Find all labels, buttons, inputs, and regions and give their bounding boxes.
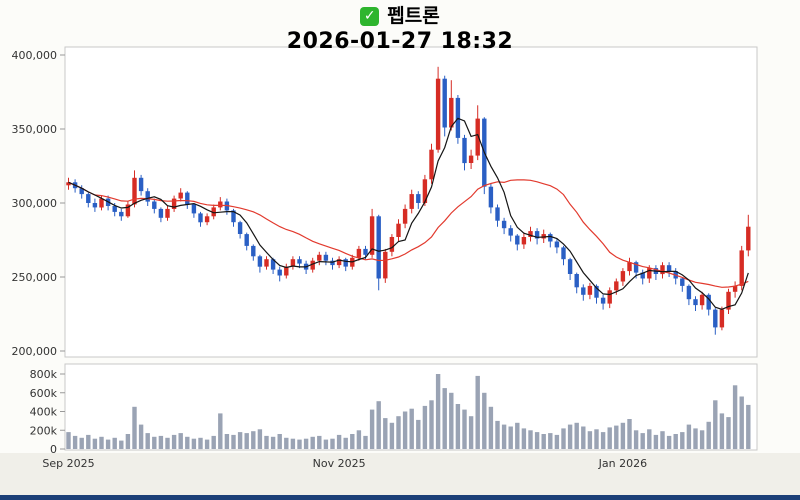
footer-strip bbox=[0, 453, 800, 500]
x-tick-label: Sep 2025 bbox=[42, 457, 94, 470]
price-tick-label: 350,000 bbox=[12, 123, 58, 136]
price-tick-label: 250,000 bbox=[12, 271, 58, 284]
stock-name: 펩트론 bbox=[387, 5, 440, 27]
volume-tick-label: 0 bbox=[50, 443, 57, 456]
price-tick-label: 200,000 bbox=[12, 345, 58, 358]
volume-tick-label: 400k bbox=[30, 406, 58, 419]
title-row: ✓ 펩트론 bbox=[0, 4, 800, 28]
ma-line-ma20 bbox=[68, 179, 749, 288]
x-tick-label: Nov 2025 bbox=[313, 457, 366, 470]
price-tick-label: 300,000 bbox=[12, 197, 58, 210]
volume-bars bbox=[66, 374, 751, 450]
x-tick-label: Jan 2026 bbox=[598, 457, 647, 470]
chart-header: ✓ 펩트론 2026-01-27 18:32 bbox=[0, 4, 800, 54]
volume-tick-label: 600k bbox=[30, 387, 58, 400]
volume-tick-label: 800k bbox=[30, 368, 58, 381]
price-tick-label: 400,000 bbox=[12, 49, 58, 62]
chart-timestamp: 2026-01-27 18:32 bbox=[286, 29, 514, 54]
ma-line-ma5 bbox=[68, 117, 749, 310]
checkbox-icon: ✓ bbox=[360, 6, 380, 26]
bottom-bar bbox=[0, 495, 800, 500]
check-glyph: ✓ bbox=[363, 8, 376, 24]
volume-tick-label: 200k bbox=[30, 424, 58, 437]
